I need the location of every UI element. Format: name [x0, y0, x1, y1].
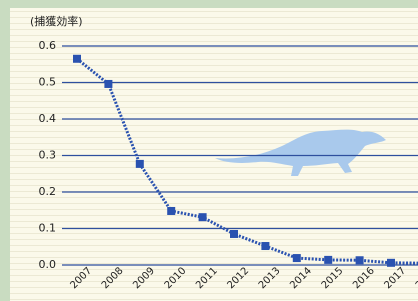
data-marker	[136, 160, 144, 168]
y-tick-label: 0.2	[39, 185, 57, 198]
data-marker	[104, 80, 112, 88]
data-marker	[356, 256, 364, 264]
data-marker	[387, 259, 395, 267]
y-tick-label: 0.6	[39, 39, 57, 52]
data-marker	[199, 213, 207, 221]
y-tick-label: 0.1	[39, 222, 57, 235]
chart: (捕獲効率) 0.00.10.20.30.40.50.6200720082009…	[0, 0, 418, 301]
data-marker	[324, 256, 332, 264]
data-marker	[261, 242, 269, 250]
y-tick-label: 0.4	[39, 112, 57, 125]
y-tick-label: 0.3	[39, 149, 57, 162]
data-marker	[167, 207, 175, 215]
data-marker	[73, 55, 81, 63]
y-tick-label: 0.0	[39, 258, 57, 271]
y-axis-label: (捕獲効率)	[30, 14, 83, 28]
data-marker	[293, 254, 301, 262]
data-marker	[230, 230, 238, 238]
y-tick-label: 0.5	[39, 76, 57, 89]
